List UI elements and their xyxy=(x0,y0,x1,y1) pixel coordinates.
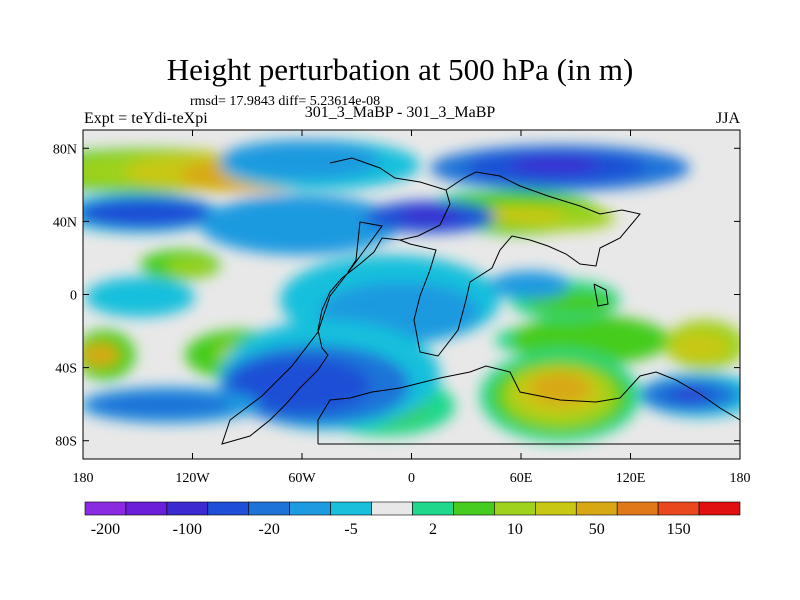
season-label: JJA xyxy=(716,110,741,127)
field-region xyxy=(672,332,728,362)
colorbar-swatch xyxy=(698,501,741,516)
field-region xyxy=(85,277,195,317)
coastline-africa-eurasia xyxy=(399,171,641,357)
x-tick-label: 120E xyxy=(616,471,646,486)
y-tick-label: 80S xyxy=(55,435,77,450)
field-region xyxy=(88,392,232,418)
colorbar-swatch xyxy=(289,501,331,516)
colorbar-swatch xyxy=(616,501,659,516)
field-region xyxy=(475,205,565,225)
colorbar-swatch xyxy=(575,501,618,516)
field-region xyxy=(680,390,700,398)
colorbar-swatch xyxy=(453,501,495,516)
colorbar-swatch xyxy=(330,501,372,516)
field-region xyxy=(83,343,120,367)
stats-label: rmsd= 17.9843 diff= 5.23614e-08 xyxy=(190,94,381,109)
field-region xyxy=(220,140,380,180)
x-tick-label: 120W xyxy=(175,471,210,486)
x-tick-label: 60E xyxy=(510,471,533,486)
field-region xyxy=(530,372,590,404)
field-region xyxy=(490,271,570,299)
colorbar-swatch xyxy=(207,501,250,516)
y-tick-label: 40N xyxy=(53,215,77,230)
chart-title: Height perturbation at 500 hPa (in m) xyxy=(166,52,634,87)
colorbar-swatch xyxy=(166,501,209,516)
colorbar-label: 2 xyxy=(429,521,437,538)
field-region xyxy=(83,197,215,229)
colorbar-label: 10 xyxy=(507,521,523,538)
field-region xyxy=(165,259,215,275)
experiment-label: Expt = teYdi-teXpi xyxy=(84,110,208,127)
field-region xyxy=(510,157,600,173)
colorbar-label: 150 xyxy=(667,521,691,538)
colorbar-swatch xyxy=(248,501,290,516)
colorbar-label: -5 xyxy=(344,521,357,538)
coastline-islands xyxy=(593,283,609,307)
colorbar-label: 50 xyxy=(589,521,605,538)
colorbar-swatch xyxy=(84,501,127,516)
colorbar-label: -200 xyxy=(91,521,120,538)
colorbar-swatch xyxy=(535,501,577,516)
colorbar-swatch xyxy=(657,501,700,516)
case-label: 301_3_MaBP - 301_3_MaBP xyxy=(304,104,496,121)
colorbar-swatch xyxy=(125,501,168,516)
y-tick-label: 80N xyxy=(53,142,77,157)
colorbar-swatch xyxy=(371,501,413,516)
x-tick-label: 180 xyxy=(73,471,94,486)
coastline-americas xyxy=(221,157,451,445)
coastline-antarctica xyxy=(317,365,740,445)
colorbar-label: -100 xyxy=(173,521,202,538)
y-tick-label: 0 xyxy=(70,289,77,304)
x-tick-label: 0 xyxy=(408,471,415,486)
y-tick-label: 40S xyxy=(55,362,77,377)
colorbar-swatch xyxy=(494,501,536,516)
x-tick-label: 60W xyxy=(288,471,316,486)
x-tick-label: 180 xyxy=(730,471,751,486)
colorbar-swatch xyxy=(412,501,454,516)
field-region xyxy=(200,195,400,255)
field-region xyxy=(400,207,460,223)
colorbar-label: -20 xyxy=(259,521,280,538)
